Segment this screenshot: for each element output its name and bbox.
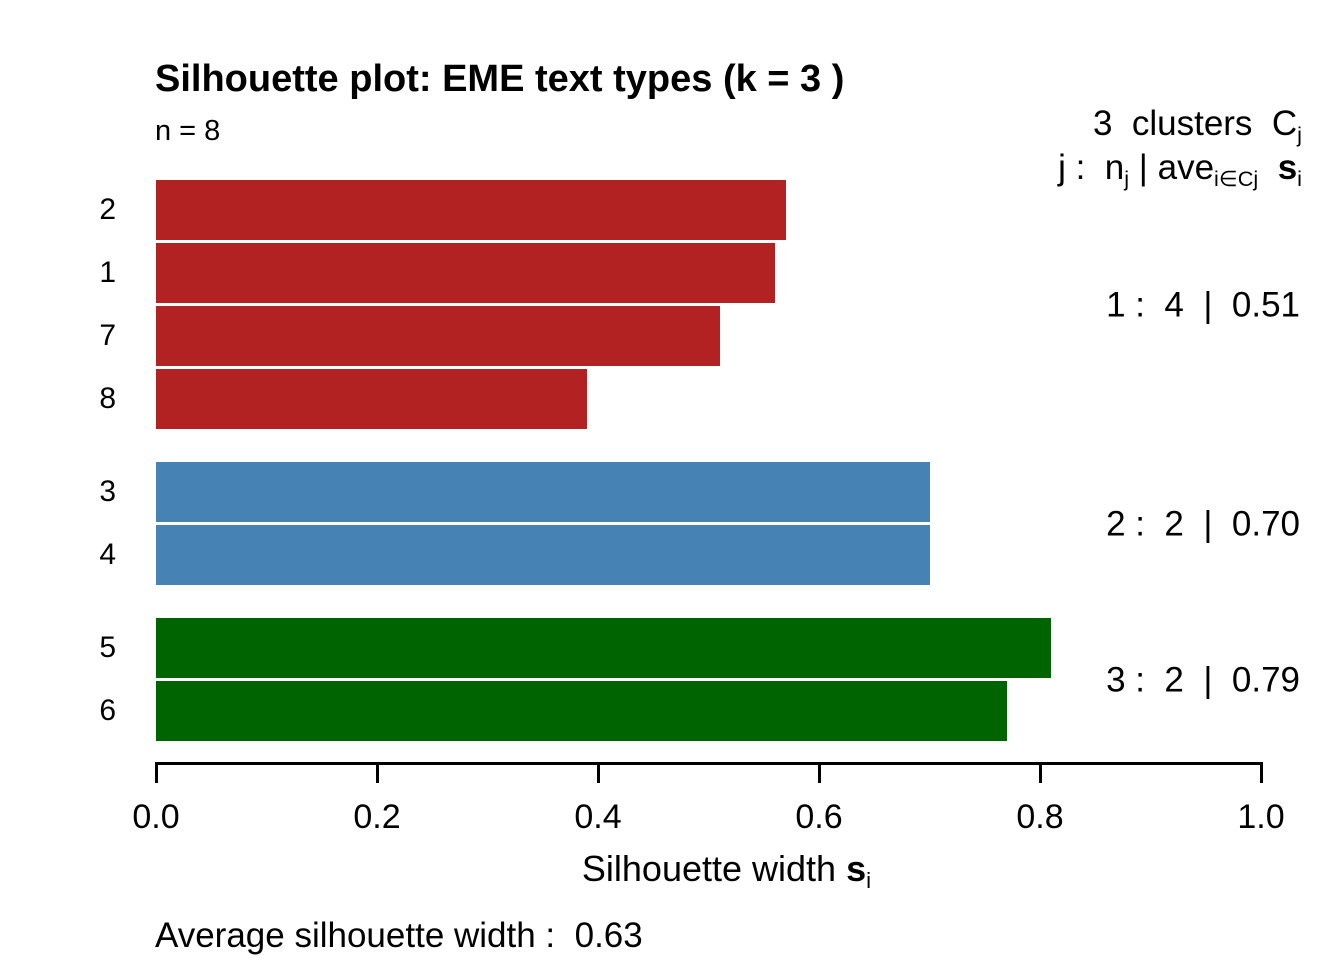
bar-label: 5: [99, 631, 116, 664]
x-axis-label-text: Silhouette width: [581, 848, 847, 889]
axis-tick: [1259, 762, 1263, 783]
bar-label: 3: [99, 475, 116, 508]
silhouette-bar: [156, 180, 786, 240]
legend-clusters-subscript: j: [1297, 121, 1302, 147]
legend-formula-seg3: s: [1258, 148, 1298, 187]
axis-tick-label: 0.0: [132, 798, 180, 836]
axis-tick-label: 0.6: [795, 798, 843, 836]
silhouette-bar: [156, 243, 775, 303]
axis-tick-label: 0.2: [353, 798, 401, 836]
legend-formula-sub3: i: [1297, 165, 1302, 191]
axis-tick: [817, 762, 821, 783]
silhouette-bar: [156, 462, 930, 522]
cluster-summary: 2 : 2 | 0.70: [1106, 504, 1300, 543]
bar-label: 6: [99, 694, 116, 727]
cluster-summary: 3 : 2 | 0.79: [1106, 660, 1300, 699]
x-axis-line: [155, 762, 1263, 765]
x-axis-label: Silhouette width si: [174, 851, 1279, 892]
axis-tick: [375, 762, 379, 783]
legend-formula-seg1: j : n: [1058, 148, 1125, 187]
n-label: n = 8: [155, 115, 221, 147]
silhouette-bar: [156, 681, 1007, 741]
silhouette-bar: [156, 618, 1051, 678]
silhouette-bar: [156, 306, 720, 366]
legend-clusters-text: 3 clusters C: [1092, 104, 1298, 143]
legend-formula-seg2: | ave: [1129, 148, 1215, 187]
silhouette-bar: [156, 525, 930, 585]
axis-tick-label: 0.8: [1016, 798, 1064, 836]
axis-tick: [154, 762, 158, 783]
bar-label: 2: [99, 193, 116, 226]
axis-tick-label: 1.0: [1237, 798, 1285, 836]
axis-tick: [596, 762, 600, 783]
legend-formula-sub1: j: [1124, 165, 1130, 191]
legend-formula-sub2: i∈Cj: [1214, 165, 1259, 191]
x-axis-label-subscript: i: [866, 868, 872, 894]
legend-header-line1: 3 clusters Cj: [1093, 106, 1302, 146]
legend-header-line2: j : nj | avei∈Cj si: [1058, 150, 1302, 190]
bar-label: 8: [99, 382, 116, 415]
axis-tick-label: 0.4: [574, 798, 622, 836]
bar-label: 1: [99, 256, 116, 289]
cluster-summary: 1 : 4 | 0.51: [1106, 285, 1300, 324]
silhouette-bar: [156, 369, 587, 429]
x-axis-label-s: s: [846, 848, 867, 889]
bar-label: 4: [99, 538, 116, 571]
axis-tick: [1038, 762, 1042, 783]
plot-title: Silhouette plot: EME text types (k = 3 ): [155, 58, 845, 100]
bar-label: 7: [99, 319, 116, 352]
average-silhouette-width-label: Average silhouette width : 0.63: [155, 916, 643, 955]
